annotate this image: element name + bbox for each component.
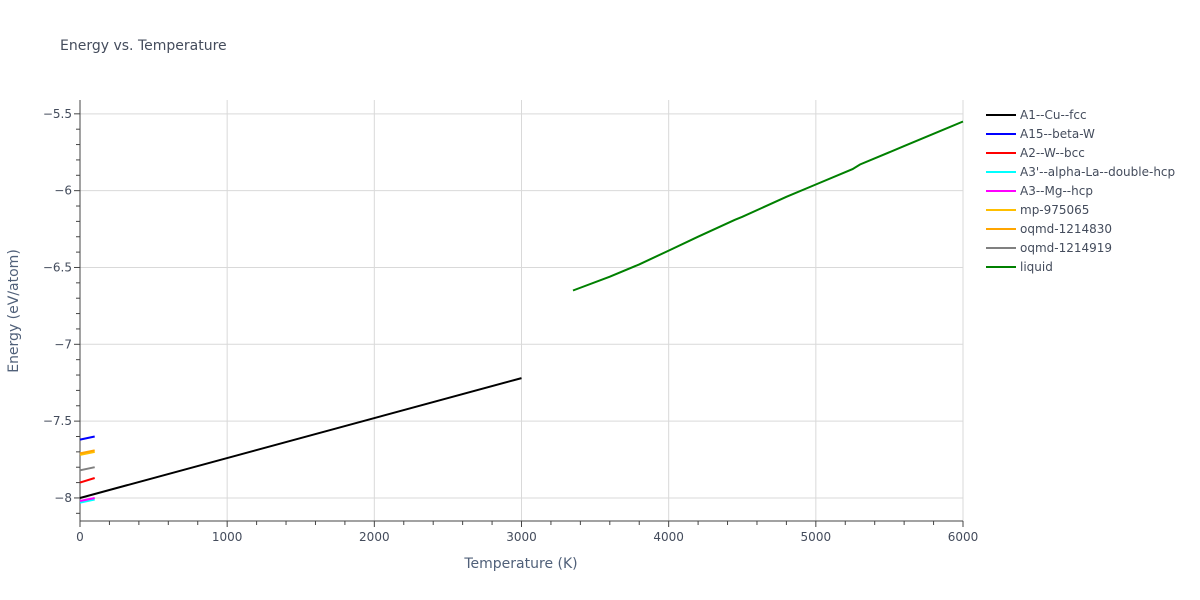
series-line-mp-975065 [79, 450, 95, 456]
y-tick-label: −7.5 [43, 414, 72, 428]
axes [74, 100, 964, 527]
series-lines [79, 120, 964, 504]
legend-label: A2--W--bcc [1020, 146, 1085, 160]
x-tick-label: 0 [76, 530, 84, 544]
series-line-oqmd-1214830 [79, 449, 95, 455]
legend-item-a1-cu-fcc[interactable]: A1--Cu--fcc [986, 108, 1087, 122]
x-tick-label: 1000 [212, 530, 243, 544]
x-tick-label: 2000 [359, 530, 390, 544]
y-tick-label: −6 [54, 184, 72, 198]
y-tick-label: −7 [54, 337, 72, 351]
legend-item-liquid[interactable]: liquid [986, 260, 1053, 274]
y-axis-title: Energy (eV/atom) [6, 249, 22, 373]
x-axis-title: Temperature (K) [463, 556, 577, 572]
legend-item-a3-mg-hcp[interactable]: A3--Mg--hcp [986, 184, 1093, 198]
legend-label: A3--Mg--hcp [1020, 184, 1093, 198]
legend-label: A1--Cu--fcc [1020, 108, 1087, 122]
legend-label: mp-975065 [1020, 203, 1089, 217]
x-tick-label: 3000 [506, 530, 537, 544]
grid-lines [80, 100, 964, 521]
series-line-a3-mg-hcp [79, 497, 95, 502]
series-line-a3-alpha-la-double-hcp [79, 498, 95, 504]
legend-label: oqmd-1214919 [1020, 241, 1112, 255]
series-line-a15-beta-w [79, 435, 95, 441]
y-tick-label: −6.5 [43, 260, 72, 274]
x-tick-label: 6000 [948, 530, 979, 544]
series-line-a2-w-bcc [79, 477, 95, 484]
y-tick-label: −8 [54, 491, 72, 505]
series-line-liquid [572, 120, 964, 292]
y-tick-label: −5.5 [43, 107, 72, 121]
legend-label: oqmd-1214830 [1020, 222, 1112, 236]
chart-title: Energy vs. Temperature [60, 38, 227, 54]
x-tick-label: 5000 [801, 530, 832, 544]
legend-label: A3'--alpha-La--double-hcp [1020, 165, 1175, 179]
legend-label: liquid [1020, 260, 1053, 274]
x-axis-ticks: 0 1000 2000 3000 4000 5000 6000 [76, 530, 978, 544]
legend[interactable]: A1--Cu--fcc A15--beta-W A2--W--bcc A3'--alp… [986, 108, 1175, 274]
y-axis-ticks: −8 −7.5 −7 −6.5 −6 −5.5 [43, 107, 72, 505]
series-line-a1-cu-fcc [79, 377, 522, 499]
x-tick-label: 4000 [653, 530, 684, 544]
legend-item-oqmd-1214919[interactable]: oqmd-1214919 [986, 241, 1112, 255]
legend-item-mp-975065[interactable]: mp-975065 [986, 203, 1089, 217]
legend-item-a15-beta-w[interactable]: A15--beta-W [986, 127, 1095, 141]
legend-label: A15--beta-W [1020, 127, 1095, 141]
series-line-oqmd-1214919 [79, 466, 95, 472]
legend-item-a3-alpha-la-double-hcp[interactable]: A3'--alpha-La--double-hcp [986, 165, 1175, 179]
legend-item-oqmd-1214830[interactable]: oqmd-1214830 [986, 222, 1112, 236]
legend-item-a2-w-bcc[interactable]: A2--W--bcc [986, 146, 1085, 160]
